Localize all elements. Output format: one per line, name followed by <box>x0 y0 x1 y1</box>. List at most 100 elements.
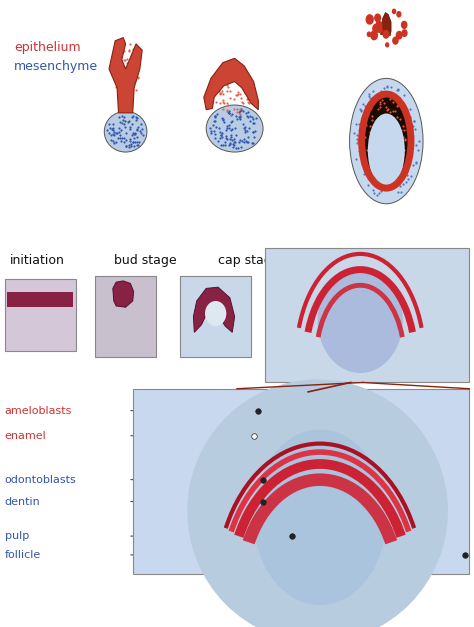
Point <box>370 549 378 559</box>
Point <box>125 61 133 71</box>
Point <box>304 439 311 449</box>
Point <box>306 527 314 537</box>
Point <box>331 339 339 349</box>
Point <box>364 466 371 476</box>
Point <box>366 418 374 428</box>
Point <box>408 324 415 334</box>
Point <box>25 331 32 341</box>
Point <box>43 317 50 327</box>
Text: mesenchyme: mesenchyme <box>14 60 98 73</box>
Point <box>121 68 128 78</box>
Point <box>122 141 130 151</box>
Point <box>120 66 128 76</box>
Point <box>133 132 140 142</box>
Point <box>387 117 395 127</box>
Point <box>299 303 307 314</box>
Point <box>370 150 377 161</box>
Point <box>340 533 348 543</box>
Point <box>206 333 213 343</box>
Point <box>394 137 402 147</box>
Point <box>227 125 235 135</box>
Point <box>356 146 363 156</box>
Point <box>134 292 142 302</box>
Point <box>380 135 388 145</box>
Point <box>344 528 352 538</box>
Point <box>129 137 137 147</box>
Point <box>122 74 130 84</box>
Point <box>345 398 352 408</box>
Point <box>354 403 362 413</box>
Point <box>130 60 138 70</box>
Point <box>133 307 141 317</box>
Point <box>141 305 149 315</box>
Point <box>428 521 435 531</box>
Point <box>378 186 385 196</box>
Point <box>32 329 40 339</box>
Point <box>126 88 134 98</box>
Point <box>406 401 414 411</box>
Point <box>210 75 218 85</box>
Point <box>392 135 400 145</box>
Point <box>308 269 316 279</box>
Point <box>379 113 387 123</box>
Point <box>367 145 375 155</box>
Point <box>385 354 393 364</box>
Point <box>239 308 247 318</box>
Point <box>401 474 409 484</box>
Point <box>387 110 395 120</box>
Point <box>398 535 405 545</box>
Point <box>353 277 361 287</box>
Point <box>108 298 115 308</box>
Point <box>37 325 45 335</box>
Point <box>371 143 378 153</box>
Point <box>374 141 382 151</box>
Point <box>339 259 346 269</box>
Point <box>390 537 398 547</box>
Point <box>380 359 388 369</box>
Point <box>318 503 325 514</box>
Point <box>131 129 139 139</box>
Point <box>390 361 398 371</box>
Point <box>239 306 247 316</box>
Point <box>239 105 246 115</box>
Point <box>388 156 395 166</box>
Point <box>246 92 254 102</box>
Point <box>381 404 389 414</box>
Point <box>313 406 321 416</box>
Point <box>131 350 138 360</box>
Point <box>113 335 121 345</box>
Point <box>321 294 329 304</box>
Point <box>418 455 426 465</box>
Point <box>128 130 136 140</box>
Point <box>351 446 358 456</box>
Point <box>328 319 336 329</box>
Point <box>386 147 393 157</box>
Point <box>365 428 373 438</box>
Point <box>380 517 387 527</box>
Point <box>416 410 423 420</box>
Point <box>324 517 332 527</box>
Point <box>382 415 389 425</box>
Point <box>354 510 361 520</box>
Point <box>410 290 417 300</box>
Point <box>394 154 402 164</box>
Point <box>374 136 382 146</box>
Point <box>423 435 430 445</box>
Point <box>389 309 397 319</box>
Point <box>417 432 424 442</box>
Point <box>108 125 116 135</box>
Point <box>237 75 244 85</box>
Point <box>323 456 330 466</box>
Point <box>364 552 372 562</box>
Point <box>127 88 134 98</box>
Point <box>288 326 295 336</box>
Point <box>394 152 402 162</box>
Point <box>376 520 383 530</box>
Point <box>382 147 389 157</box>
Point <box>368 535 376 545</box>
Point <box>233 63 240 73</box>
Point <box>288 317 296 327</box>
Point <box>376 462 383 472</box>
Point <box>355 125 363 135</box>
Point <box>408 361 416 371</box>
